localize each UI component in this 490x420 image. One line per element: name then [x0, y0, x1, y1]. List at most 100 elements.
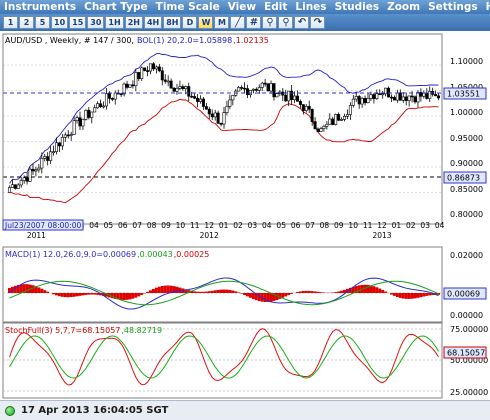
macd-hist-bar	[146, 291, 150, 293]
macd-hist-bar	[363, 284, 367, 293]
macd-hist-bar	[160, 285, 164, 293]
stoch-grid	[3, 328, 442, 392]
macd-hist-bar	[431, 293, 435, 296]
macd-hist-bar	[119, 293, 123, 300]
candle-body	[295, 95, 299, 102]
macd-hist-bar	[287, 293, 291, 296]
timeframe-30[interactable]: 30	[87, 16, 105, 29]
macd-hist-bar	[204, 291, 208, 293]
chart-area[interactable]: AUD/USD , Weekly, # 147 / 300, BOL(1) 20,…	[0, 31, 490, 400]
candle-body	[410, 95, 414, 98]
timeframe-2h[interactable]: 2H	[124, 16, 143, 29]
line-tool-icon[interactable]: ╱	[230, 16, 246, 29]
timeframe-15[interactable]: 15	[69, 16, 87, 29]
menu-studies[interactable]: Studies	[334, 1, 380, 13]
month-tick: 11	[190, 221, 200, 230]
macd-hist-bar	[390, 293, 393, 295]
status-bar: 17 Apr 2013 16:04:05 SGT	[0, 400, 490, 420]
price-tick: 1.00000	[450, 108, 483, 117]
connection-status-icon	[5, 405, 15, 416]
candle-body	[304, 106, 308, 111]
macd-hist-bar	[196, 291, 200, 293]
timeframe-8h[interactable]: 8H	[163, 16, 182, 29]
candle-body	[416, 92, 420, 103]
timeframe-m[interactable]: M	[214, 16, 230, 29]
macd-hist-bar	[263, 293, 267, 302]
hash-grid-icon[interactable]: #	[246, 16, 262, 29]
candle-body	[19, 180, 23, 186]
macd-hist-bar	[190, 290, 194, 293]
candle-body	[107, 93, 111, 99]
candle-body	[7, 187, 11, 193]
menu-bar: Instruments Chart Type Time Scale View E…	[0, 0, 490, 14]
magnifier-icon[interactable]: ⚲	[262, 16, 278, 29]
candle-body	[222, 112, 226, 125]
candle-body	[28, 168, 32, 182]
candle-body	[187, 86, 191, 97]
candle-body	[272, 83, 276, 98]
macd-hist-bar	[163, 285, 167, 293]
macd-hist-bar	[46, 291, 50, 293]
candle-body	[298, 101, 302, 105]
menu-view[interactable]: View	[227, 1, 257, 13]
macd-hist-bar	[278, 293, 282, 299]
macd-hist-bar	[25, 284, 29, 293]
macd-hist-bar	[334, 292, 338, 293]
month-tick: 04	[262, 221, 272, 230]
candle-body	[392, 97, 396, 101]
menu-lines[interactable]: Lines	[295, 1, 327, 13]
bollinger-upper	[9, 52, 439, 184]
candle-body	[216, 112, 220, 124]
macd-hist-bar	[110, 293, 114, 299]
menu-edit[interactable]: Edit	[264, 1, 288, 13]
magnifier-zoom-icon[interactable]: ⚲	[278, 16, 294, 29]
price-tick: 1.10000	[450, 57, 483, 66]
menu-zoom[interactable]: Zoom	[387, 1, 421, 13]
macd-hist-bar	[304, 290, 308, 293]
timeframe-1[interactable]: 1	[3, 16, 18, 29]
macd-hist-bar	[187, 290, 191, 293]
candle-body	[316, 128, 320, 132]
candle-body	[66, 134, 70, 137]
price-tick: 0.90000	[450, 159, 483, 168]
candle-body	[269, 83, 273, 92]
macd-hist-bar	[96, 293, 100, 295]
timeframe-w[interactable]: W	[198, 16, 214, 29]
menu-time-scale[interactable]: Time Scale	[155, 1, 220, 13]
candle-body	[10, 184, 14, 188]
candle-body	[137, 72, 141, 79]
macd-hist-bar	[422, 293, 426, 297]
candle-body	[254, 88, 258, 91]
menu-help[interactable]: Help	[482, 1, 490, 13]
candle-body	[219, 123, 223, 125]
candle-body	[113, 92, 117, 100]
macd-hist-bar	[243, 293, 247, 295]
candle-body	[425, 92, 429, 99]
menu-chart-type[interactable]: Chart Type	[84, 1, 148, 13]
month-tick: 03	[420, 221, 430, 230]
redo-icon[interactable]: ↷	[310, 16, 326, 29]
date-cursor-label: Jul23/2007 08:00:00	[4, 221, 82, 230]
menu-settings[interactable]: Settings	[428, 1, 478, 13]
macd-hist-bar	[246, 293, 249, 297]
timeframe-10[interactable]: 10	[51, 16, 69, 29]
candle-body	[131, 84, 135, 87]
candle-body	[340, 119, 344, 121]
candle-body	[357, 96, 361, 105]
macd-hist-bar	[348, 287, 352, 293]
candle-body	[175, 88, 179, 92]
undo-icon[interactable]: ↶	[294, 16, 310, 29]
timeframe-2[interactable]: 2	[19, 16, 34, 29]
macd-hist-bar	[60, 293, 64, 297]
timeframe-1h[interactable]: 1H	[105, 16, 124, 29]
macd-hist-bar	[78, 293, 82, 296]
candle-body	[84, 109, 88, 120]
candle-body	[198, 98, 202, 102]
menu-instruments[interactable]: Instruments	[4, 1, 77, 13]
candle-body	[69, 134, 73, 136]
timeframe-5[interactable]: 5	[35, 16, 50, 29]
macd-hist-bar	[172, 286, 176, 293]
timeframe-d[interactable]: D	[182, 16, 198, 29]
timeframe-4h[interactable]: 4H	[143, 16, 163, 29]
candle-body	[351, 98, 355, 106]
